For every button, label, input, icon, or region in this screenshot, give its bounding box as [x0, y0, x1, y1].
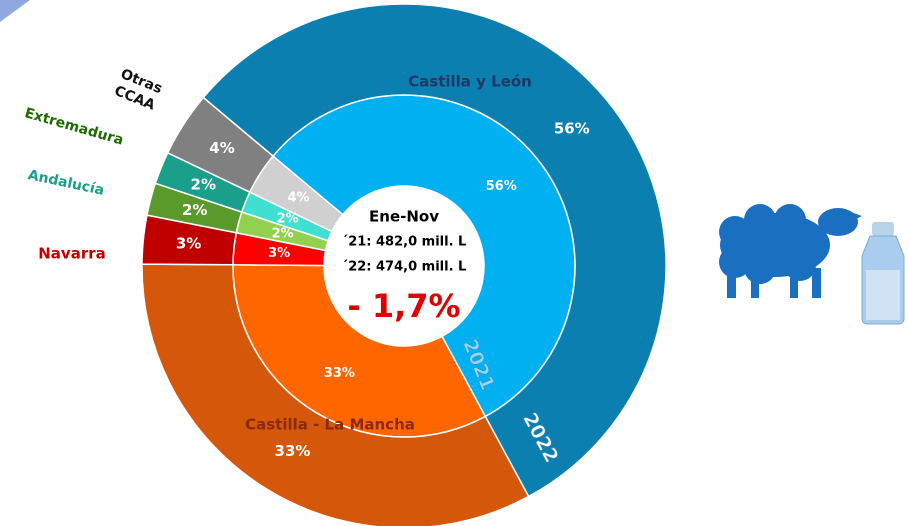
- center-text: ´21: 482,0 mill. L: [342, 235, 467, 250]
- data-label: 4%: [287, 191, 309, 206]
- data-label: 33%: [275, 442, 311, 460]
- center-circle: [324, 186, 484, 346]
- sheep-icon: [719, 204, 862, 298]
- category-label: Navarra: [38, 245, 106, 263]
- category-label: Castilla - La Mancha: [245, 416, 415, 434]
- milk-bottle-icon: [861, 222, 905, 325]
- data-label: 2%: [182, 201, 207, 219]
- slice: [202, 3, 667, 498]
- data-label: 2%: [272, 226, 294, 241]
- center-text: ´22: 474,0 mill. L: [342, 260, 467, 275]
- data-label: 2%: [277, 211, 299, 226]
- data-label: 4%: [209, 139, 234, 157]
- data-label: 3%: [176, 235, 201, 253]
- center-text: - 1,7%: [347, 287, 460, 325]
- category-label: OtrasCCAA: [112, 66, 165, 114]
- data-label: 33%: [324, 366, 355, 381]
- data-label: 2%: [191, 175, 216, 193]
- donut: [141, 3, 667, 526]
- data-label: 56%: [486, 179, 517, 194]
- slice: [166, 96, 275, 194]
- corner-decoration: [0, 0, 30, 22]
- data-label: 56%: [554, 120, 590, 138]
- category-label: Extremadura: [23, 105, 126, 149]
- center-text: Ene-Nov: [369, 208, 439, 226]
- category-label: Andalucía: [26, 167, 105, 199]
- category-label: Castilla y León: [408, 73, 532, 91]
- data-label: 3%: [268, 246, 290, 261]
